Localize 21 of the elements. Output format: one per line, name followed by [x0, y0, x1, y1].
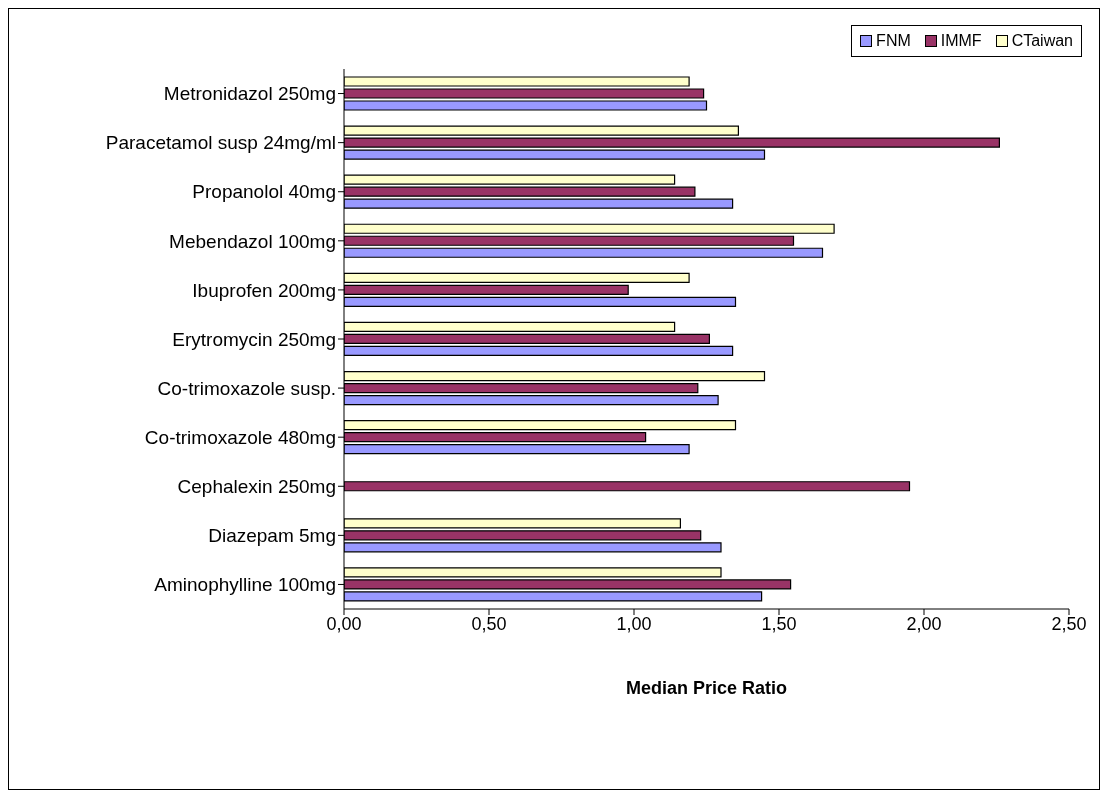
- legend-label: CTaiwan: [1011, 32, 1073, 50]
- x-tick-label: 0,50: [471, 613, 507, 634]
- y-tick-label: Co-trimoxazole susp.: [157, 377, 336, 399]
- y-tick-label: Paracetamol susp 24mg/ml: [105, 132, 336, 154]
- y-tick-label: Metronidazol 250mg: [163, 83, 336, 105]
- y-tick-label: Ibuprofen 200mg: [192, 279, 336, 301]
- y-tick-label: Propanolol 40mg: [192, 181, 336, 203]
- y-tick-label: Diazepam 5mg: [208, 525, 336, 547]
- x-tick-label: 2,00: [906, 613, 942, 634]
- y-tick-label: Erytromycin 250mg: [172, 328, 336, 350]
- y-tick-label: Aminophylline 100mg: [154, 574, 336, 596]
- x-axis-title: Median Price Ratio: [625, 678, 788, 698]
- x-tick-label: 0,00: [326, 613, 362, 634]
- y-tick-label: Mebendazol 100mg: [169, 230, 336, 252]
- legend-label: IMMF: [940, 32, 982, 50]
- x-tick-label: 1,50: [761, 613, 797, 634]
- y-tick-label: Cephalexin 250mg: [177, 476, 336, 498]
- x-tick-label: 1,00: [616, 613, 652, 634]
- x-tick-label: 2,50: [1051, 613, 1087, 634]
- y-tick-label: Co-trimoxazole 480mg: [144, 426, 336, 448]
- legend-label: FNM: [876, 32, 911, 50]
